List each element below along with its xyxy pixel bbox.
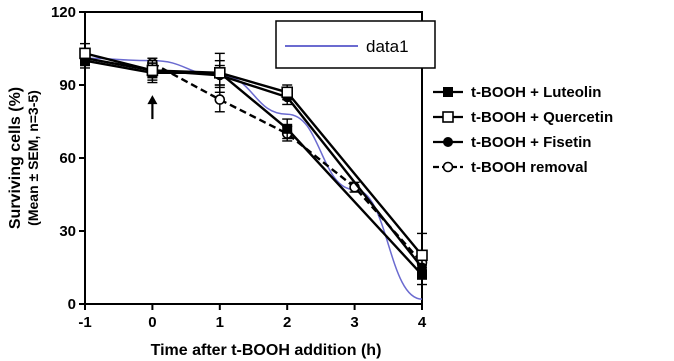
data-point [79,47,91,60]
data-point [214,67,226,79]
y-axis-title: Surviving cells (%) [7,87,24,229]
data1-curve [84,57,423,300]
series-2 [80,50,427,278]
legend-item: t-BOOH + Quercetin [433,109,613,126]
legend-item: t-BOOH removal [433,159,588,176]
inset-legend: data1 [275,20,436,69]
y-axis-subtitle: (Mean ± SEM, n=3-5) [25,90,41,226]
legend-label: t-BOOH removal [471,159,588,176]
inset-legend-box [275,20,436,69]
legend-marker [442,161,454,173]
legend-item: t-BOOH + Fisetin [433,134,591,151]
legend-label: t-BOOH + Quercetin [471,109,613,126]
data-point [214,94,226,105]
arrow-head [147,95,158,105]
legend-label: t-BOOH + Luteolin [471,84,601,101]
legend-item: t-BOOH + Luteolin [433,84,601,101]
series-1 [79,42,428,278]
inset-legend-label: data1 [366,37,409,56]
series-line [84,52,423,257]
legend-marker [442,111,454,123]
series-line [84,57,423,269]
x-tick-label: 4 [418,314,427,331]
legend-marker [443,137,453,147]
data-point [416,249,428,262]
series-0 [80,52,427,286]
arrow-annotation [147,95,158,120]
y-tick-label: 60 [59,150,76,167]
x-tick-label: 3 [350,314,358,331]
data-point [282,123,293,134]
data-point [146,64,159,77]
series-line [84,59,423,276]
data-point [281,86,294,99]
y-tick-label: 90 [59,77,76,94]
x-tick-label: 2 [283,314,291,331]
y-tick-label: 30 [59,223,76,240]
y-tick-label: 120 [51,4,76,21]
data-marks [79,42,428,300]
legend-marker [443,87,453,97]
legend: t-BOOH + Luteolin t-BOOH + Quercetin t-BOO… [433,84,613,176]
x-tick-label: 1 [216,314,224,331]
legend-label: t-BOOH + Fisetin [471,134,591,151]
y-tick-label: 0 [68,296,76,313]
x-tick-label: -1 [78,314,91,331]
x-tick-label: 0 [148,314,156,331]
x-axis-title: Time after t-BOOH addition (h) [151,342,382,359]
